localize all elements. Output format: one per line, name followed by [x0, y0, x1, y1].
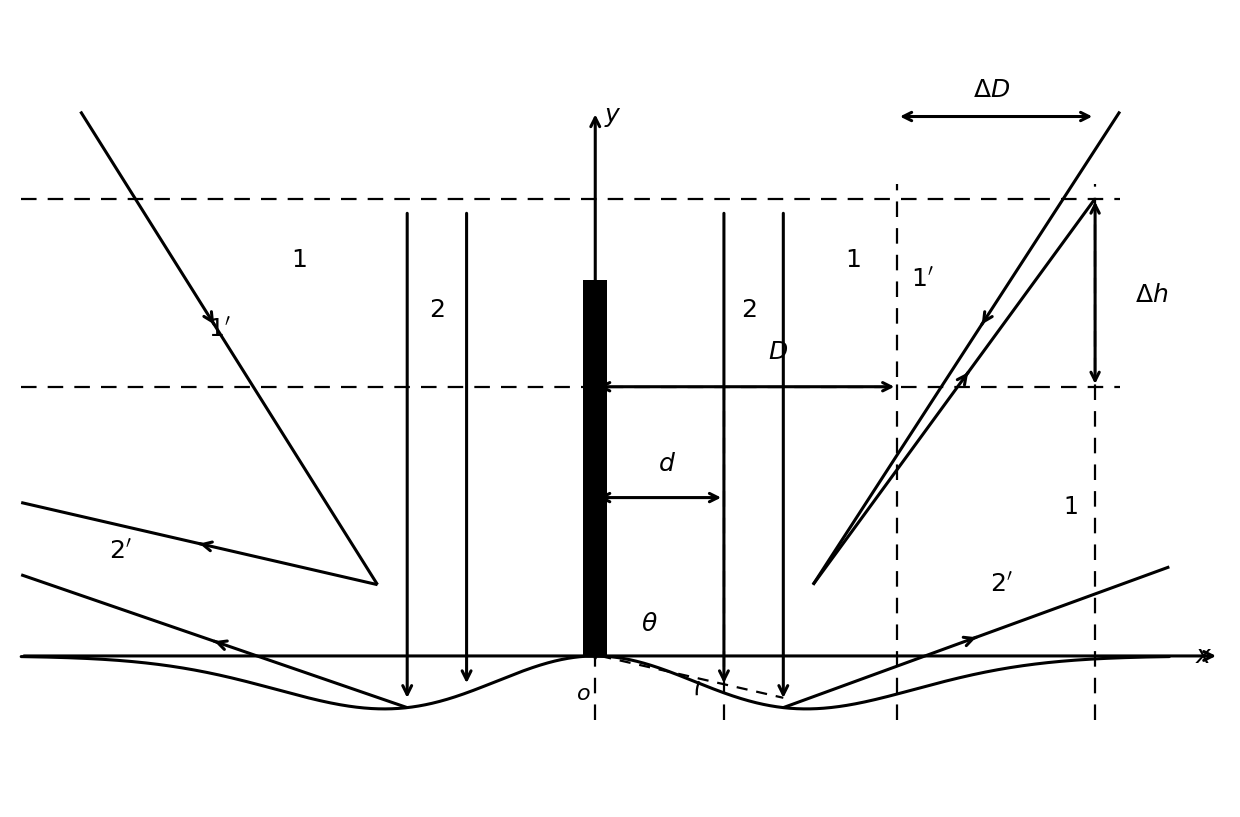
Text: $2$: $2$: [742, 297, 756, 322]
Text: $2$: $2$: [429, 297, 445, 322]
Text: $2'$: $2'$: [990, 573, 1012, 596]
Text: $1$: $1$: [290, 248, 306, 272]
Text: $1$: $1$: [1063, 495, 1078, 520]
Text: $o$: $o$: [577, 684, 590, 703]
Text: $\Delta h$: $\Delta h$: [1135, 283, 1168, 306]
Text: $x$: $x$: [1195, 644, 1213, 668]
Text: $y$: $y$: [604, 105, 622, 128]
Text: $1$: $1$: [844, 248, 861, 272]
Text: $2'$: $2'$: [109, 540, 131, 564]
Text: $\Delta D$: $\Delta D$: [972, 78, 1009, 101]
Text: $D$: $D$: [769, 340, 789, 364]
Text: $\theta$: $\theta$: [641, 612, 658, 636]
Text: $1'$: $1'$: [208, 317, 231, 342]
Text: $d$: $d$: [657, 452, 676, 475]
Bar: [583, 280, 608, 656]
Text: $1'$: $1'$: [910, 268, 934, 292]
